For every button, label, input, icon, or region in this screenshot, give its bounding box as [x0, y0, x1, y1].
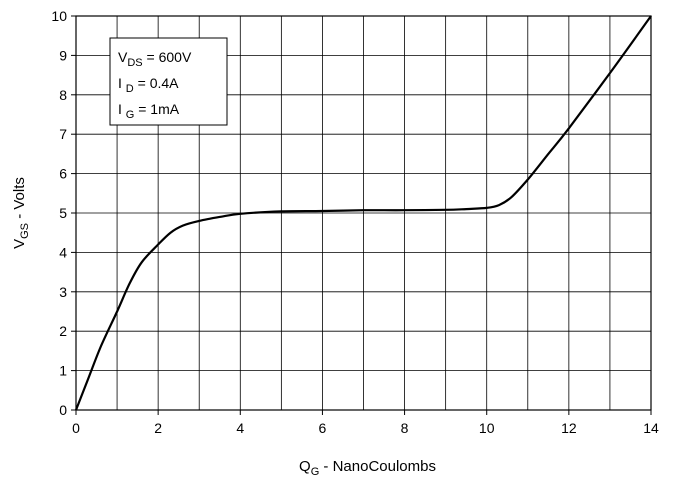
- condition-value: = 1mA: [134, 101, 179, 117]
- condition-value: = 600V: [143, 49, 192, 65]
- condition-subscript: DS: [127, 57, 142, 69]
- y-tick-label: 6: [59, 166, 67, 182]
- x-tick-label: 6: [319, 420, 327, 436]
- x-axis-label-sub: G: [311, 466, 320, 478]
- conditions-box-border: [109, 37, 228, 126]
- condition-subscript: G: [126, 109, 135, 121]
- gate-charge-curve: [74, 15, 652, 411]
- x-axis-label-main: Q: [299, 458, 311, 475]
- x-axis-label-rest: - NanoCoulombs: [319, 458, 436, 475]
- x-tick-label: 12: [561, 420, 577, 436]
- condition-symbol: I: [118, 101, 126, 117]
- series-group: [74, 15, 652, 411]
- x-tick-label: 0: [72, 420, 80, 436]
- y-tick-label: 0: [59, 402, 67, 418]
- y-tick-label: 2: [59, 323, 67, 339]
- y-tick-label: 1: [59, 363, 67, 379]
- x-tick-label: 14: [643, 420, 659, 436]
- x-tick-label: 4: [236, 420, 244, 436]
- x-tick-label: 8: [401, 420, 409, 436]
- condition-label: I D = 0.4A: [118, 75, 179, 95]
- y-axis-label-rest: - Volts: [11, 177, 28, 223]
- y-tick-label: 10: [51, 8, 67, 24]
- y-axis-label: VGS - Volts: [11, 177, 31, 249]
- x-tick-label: 2: [154, 420, 162, 436]
- grid-lines: [76, 16, 651, 410]
- y-tick-label: 4: [59, 244, 67, 260]
- x-axis-label: QG - NanoCoulombs: [299, 458, 436, 478]
- y-tick-label: 8: [59, 87, 67, 103]
- condition-symbol: I: [118, 75, 126, 91]
- x-tick-label: 10: [479, 420, 495, 436]
- y-tick-label: 3: [59, 284, 67, 300]
- y-tick-label: 7: [59, 126, 67, 142]
- condition-symbol: V: [118, 49, 128, 65]
- y-tick-label: 5: [59, 205, 67, 221]
- y-axis-label-sub: GS: [19, 223, 31, 239]
- condition-label: VDS = 600V: [118, 49, 192, 69]
- y-axis-label-main: V: [11, 239, 28, 249]
- condition-value: = 0.4A: [134, 75, 179, 91]
- y-tick-label: 9: [59, 47, 67, 63]
- condition-label: I G = 1mA: [118, 101, 180, 121]
- condition-subscript: D: [126, 83, 134, 95]
